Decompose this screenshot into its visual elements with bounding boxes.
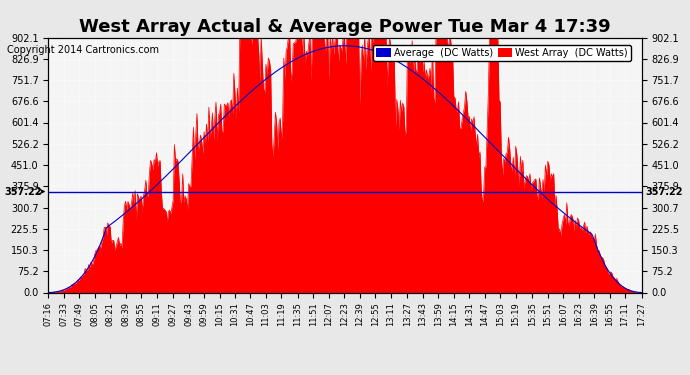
Text: Copyright 2014 Cartronics.com: Copyright 2014 Cartronics.com xyxy=(7,45,159,55)
Legend: Average  (DC Watts), West Array  (DC Watts): Average (DC Watts), West Array (DC Watts… xyxy=(373,45,631,61)
Title: West Array Actual & Average Power Tue Mar 4 17:39: West Array Actual & Average Power Tue Ma… xyxy=(79,18,611,36)
Text: 357.22: 357.22 xyxy=(5,186,42,196)
Text: 357.22: 357.22 xyxy=(645,186,683,196)
